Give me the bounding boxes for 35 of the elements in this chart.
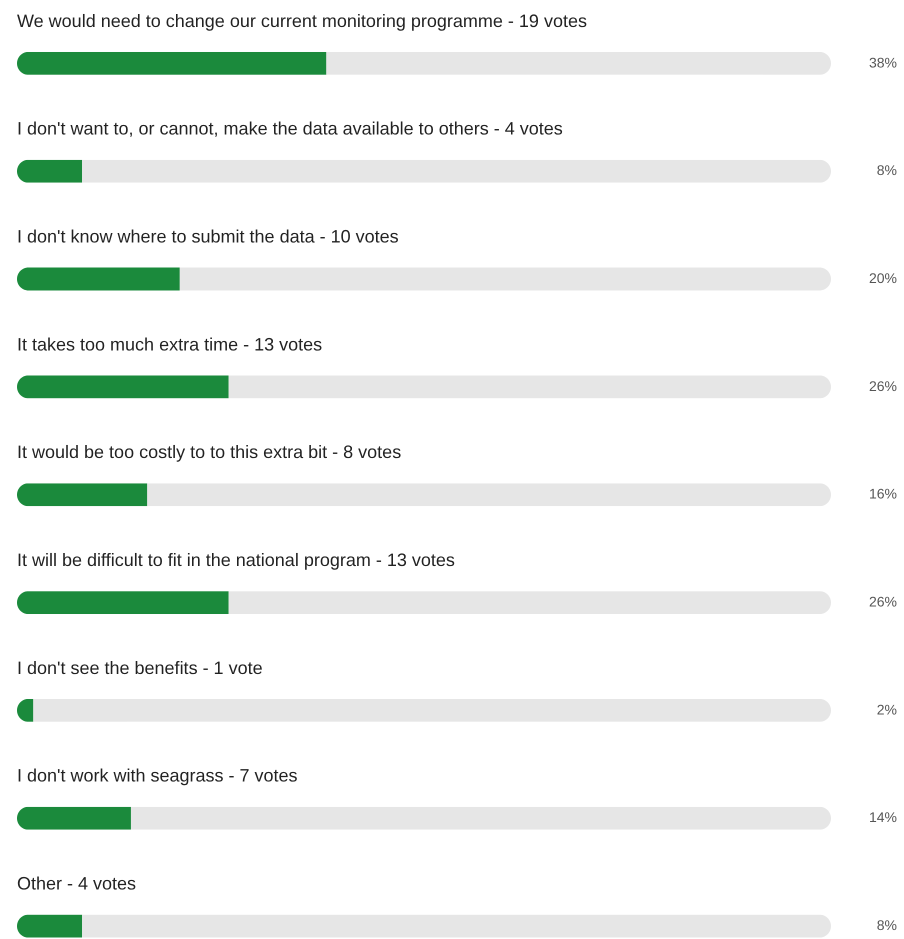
y-tick-label: I don't know where to submit the data - 10 votes	[17, 226, 399, 246]
data-label: 26%	[868, 378, 897, 394]
bar	[17, 375, 229, 398]
y-tick-label: Other - 4 votes	[17, 874, 136, 894]
bar	[326, 52, 831, 75]
bar	[17, 268, 180, 291]
data-label: 20%	[868, 270, 897, 286]
data-label: 8%	[876, 162, 897, 178]
bar	[17, 914, 82, 938]
data-label: 38%	[868, 54, 897, 70]
y-tick-label: It will be difficult to fit in the national program - 13 votes	[17, 550, 455, 570]
y-tick-label: It would be too costly to to this extra bit - 8 votes	[17, 442, 402, 462]
y-tick-label: I don't see the benefits - 1 vote	[17, 658, 263, 678]
bar	[147, 483, 831, 506]
bar	[130, 806, 831, 830]
data-label: 8%	[876, 917, 897, 934]
bar	[17, 160, 82, 183]
bar	[17, 806, 131, 830]
bar	[17, 52, 326, 75]
bar	[17, 483, 148, 506]
bar	[17, 591, 229, 614]
bar	[82, 160, 831, 183]
bar	[228, 375, 831, 398]
y-tick-label: I don't want to, or cannot, make the data available to others - 4 votes	[17, 118, 563, 139]
y-tick-label: It takes too much extra time - 13 votes	[17, 334, 322, 354]
y-tick-label: I don't work with seagrass - 7 votes	[17, 766, 298, 786]
data-label: 2%	[876, 701, 897, 718]
bar	[180, 268, 831, 291]
data-label: 16%	[868, 486, 897, 502]
y-tick-label: We would need to change our current monitoring programme - 19 votes	[17, 10, 587, 31]
bar	[33, 698, 831, 722]
bar	[228, 591, 831, 614]
bar	[82, 914, 831, 938]
data-label: 26%	[868, 594, 897, 610]
data-label: 14%	[868, 809, 897, 826]
